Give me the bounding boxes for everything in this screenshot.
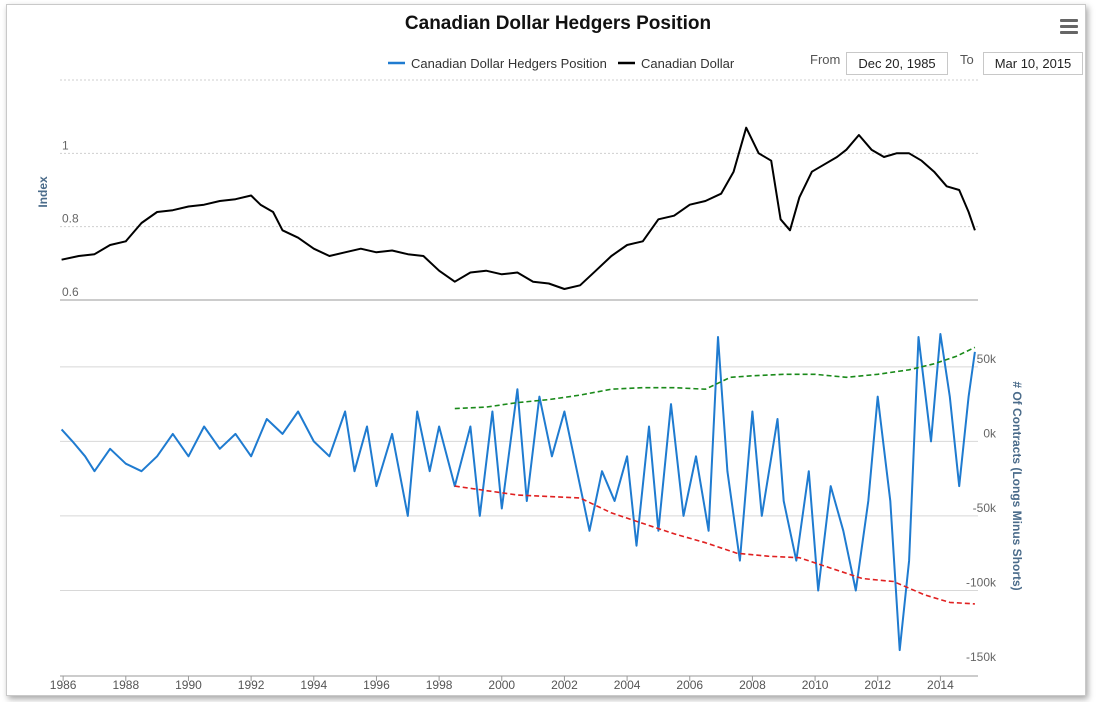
legend-label-cad[interactable]: Canadian Dollar [641,56,735,71]
bottom-panel-grid: 50k 0k -50k -100k -150k [60,352,997,664]
bottom-y-tick-label: -150k [966,650,997,664]
x-tick-label: 1998 [426,678,453,692]
menu-icon[interactable] [1060,19,1078,35]
top-panel-grid: 0.6 0.8 1 [60,79,978,301]
chart-title: Canadian Dollar Hedgers Position [404,13,712,34]
x-tick-label: 2006 [676,678,703,692]
x-tick-label: 1996 [363,678,390,692]
top-y-axis-title: Index [36,176,50,208]
x-tick-label: 1988 [112,678,139,692]
top-y-tick-label: 0.8 [62,212,79,226]
x-tick-label: 1992 [238,678,265,692]
bottom-y-tick-label: -50k [973,501,997,515]
x-tick-label: 1994 [300,678,327,692]
x-tick-label: 2010 [802,678,829,692]
x-axis: 1986 1988 1990 1992 1994 1996 1998 2000 2002 2004… [50,675,978,692]
x-tick-label: 2012 [864,678,891,692]
x-tick-label: 2014 [927,678,954,692]
x-tick-label: 2000 [488,678,515,692]
to-date-input[interactable]: Mar 10, 2015 [983,52,1083,75]
legend: Canadian Dollar Hedgers Position Canadia… [388,56,735,71]
series-group [60,126,976,652]
bottom-y-axis-title: # Of Contracts (Longs Minus Shorts) [1010,381,1024,590]
from-label: From [810,52,841,67]
x-tick-label: 1990 [175,678,202,692]
legend-label-hedgers[interactable]: Canadian Dollar Hedgers Position [411,56,607,71]
x-tick-label: 2004 [614,678,641,692]
series-line-canadian-dollar [61,126,976,290]
bottom-y-tick-label: 0k [983,426,997,440]
from-date-input[interactable]: Dec 20, 1985 [846,52,948,75]
x-tick-label: 1986 [50,678,77,692]
to-label: To [960,52,974,67]
bottom-y-tick-label: -100k [966,575,997,589]
series-line-upper-band [454,346,976,410]
top-y-tick-label: 0.6 [62,285,79,299]
top-y-tick-label: 1 [62,138,69,152]
series-line-hedgers-position [60,333,976,652]
series-line-lower-band [454,485,975,605]
x-tick-label: 2002 [551,678,578,692]
bottom-y-tick-label: 50k [977,352,997,366]
x-tick-label: 2008 [739,678,766,692]
